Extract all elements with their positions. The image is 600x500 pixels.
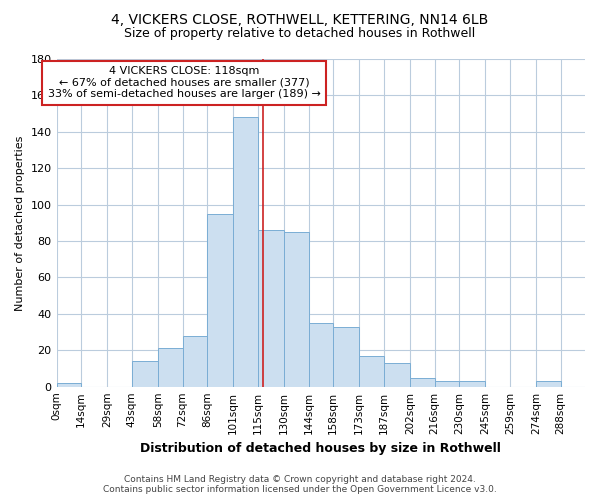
- Bar: [284, 232, 308, 386]
- Bar: [182, 336, 207, 386]
- Bar: [233, 118, 258, 386]
- Bar: [132, 361, 158, 386]
- Text: Contains HM Land Registry data © Crown copyright and database right 2024.
Contai: Contains HM Land Registry data © Crown c…: [103, 474, 497, 494]
- Text: Size of property relative to detached houses in Rothwell: Size of property relative to detached ho…: [124, 28, 476, 40]
- Bar: [333, 326, 359, 386]
- Bar: [308, 323, 333, 386]
- Bar: [207, 214, 233, 386]
- Bar: [434, 381, 459, 386]
- Bar: [410, 378, 434, 386]
- Bar: [158, 348, 182, 387]
- Bar: [359, 356, 384, 386]
- Text: 4, VICKERS CLOSE, ROTHWELL, KETTERING, NN14 6LB: 4, VICKERS CLOSE, ROTHWELL, KETTERING, N…: [112, 12, 488, 26]
- Bar: [258, 230, 284, 386]
- Text: 4 VICKERS CLOSE: 118sqm
← 67% of detached houses are smaller (377)
33% of semi-d: 4 VICKERS CLOSE: 118sqm ← 67% of detache…: [48, 66, 321, 100]
- Bar: [384, 363, 410, 386]
- Bar: [536, 381, 560, 386]
- X-axis label: Distribution of detached houses by size in Rothwell: Distribution of detached houses by size …: [140, 442, 501, 455]
- Bar: [56, 383, 81, 386]
- Bar: [459, 381, 485, 386]
- Y-axis label: Number of detached properties: Number of detached properties: [15, 135, 25, 310]
